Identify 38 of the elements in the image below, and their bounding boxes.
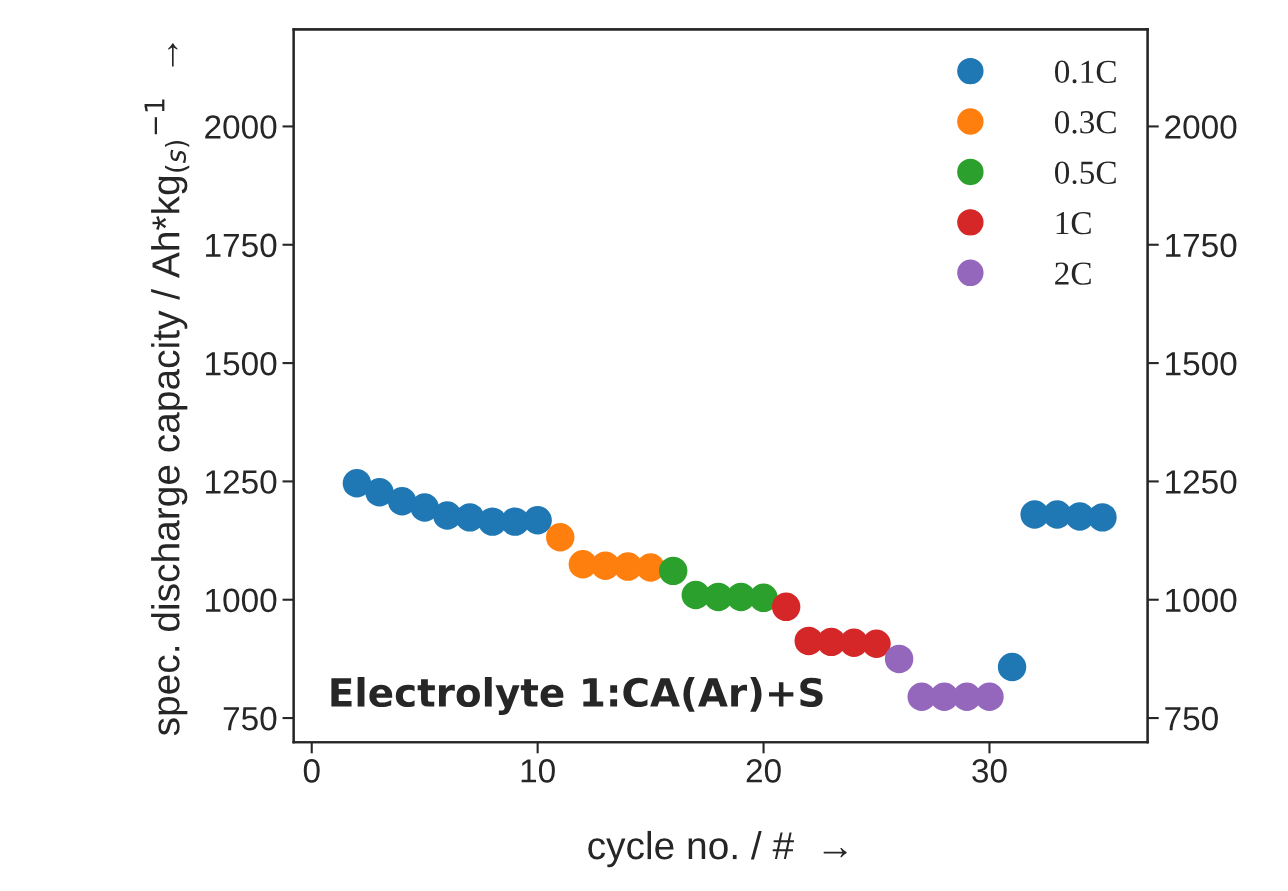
legend-label: 0.5C (1054, 161, 1116, 185)
point (546, 523, 575, 552)
y2-tick-label: 1000 (1166, 588, 1237, 613)
legend-label: 0.1C (1054, 60, 1116, 84)
y2-tick-label: 2000 (1165, 115, 1237, 139)
x-axis-title: cycle no. / # → (588, 830, 847, 868)
x-tick-label: 10 (521, 759, 555, 783)
legend-label: 1C (1056, 211, 1091, 235)
y-tick-label: 1000 (206, 588, 277, 613)
y2-tick-label: 1250 (1166, 470, 1237, 494)
point (975, 682, 1004, 711)
point (862, 629, 891, 658)
legend-label: 2C (1055, 262, 1091, 285)
point (658, 556, 688, 586)
y2-tick-label: 750 (1165, 706, 1218, 731)
point (523, 505, 552, 535)
y-tick-label: 1500 (206, 351, 277, 376)
point (410, 493, 439, 522)
y-tick-label: 2000 (205, 115, 277, 139)
point (1088, 503, 1117, 532)
point (342, 469, 372, 498)
point (997, 652, 1027, 682)
y-tick-label: 1250 (206, 470, 277, 494)
x-tick-label: 20 (746, 759, 781, 783)
point (749, 583, 778, 613)
legend-label: 0.3C (1054, 111, 1116, 134)
annotation: Electrolyte 1:CA(Ar)+S (331, 677, 823, 715)
y2-tick-label: 1500 (1166, 351, 1237, 376)
point (387, 487, 417, 516)
point (771, 592, 801, 622)
y-tick-label: 1750 (206, 233, 277, 258)
y2-tick-label: 1750 (1166, 233, 1237, 258)
text: spec. discharge capacity / Ah*kg$_{(s)}$$^{−1}$ → (144, 43, 190, 736)
x-tick-label: 0 (303, 759, 320, 783)
point (884, 644, 914, 674)
x-tick-label: 30 (972, 759, 1007, 783)
y-tick-label: 750 (223, 706, 277, 731)
point (365, 478, 394, 507)
